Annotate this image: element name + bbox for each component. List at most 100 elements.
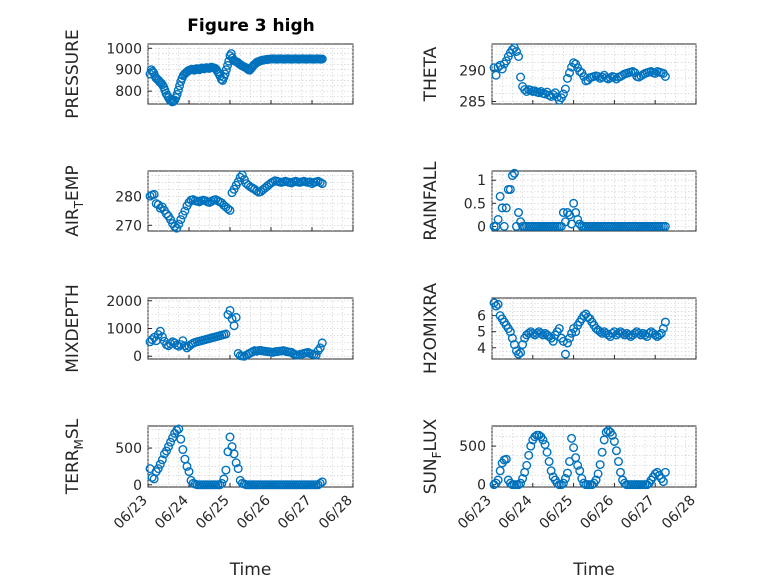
data-point-sun-flux bbox=[493, 475, 503, 485]
subplot-theta: 285 290 THETA bbox=[421, 43, 697, 111]
x-tick-label: 06/27 bbox=[275, 493, 315, 533]
data-point-mixdepth bbox=[311, 350, 321, 360]
data-point-mixdepth bbox=[231, 312, 241, 322]
subplot-h2omixra: 456 H2OMIXRA bbox=[421, 283, 697, 374]
data-point-rainfall bbox=[558, 208, 568, 218]
data-point-terr-msl bbox=[166, 437, 176, 447]
data-point-terr-msl bbox=[184, 467, 194, 477]
data-point-rainfall bbox=[560, 217, 570, 227]
data-point-h2omixra bbox=[560, 349, 570, 359]
data-point-pressure bbox=[220, 69, 230, 79]
data-point-pressure bbox=[223, 60, 233, 70]
data-point-terr-msl bbox=[155, 459, 165, 469]
data-point-rainfall bbox=[569, 198, 579, 208]
data-point-theta bbox=[560, 84, 570, 94]
y-tick-label: 290 bbox=[459, 63, 486, 79]
data-point-rainfall bbox=[565, 210, 575, 220]
data-point-h2omixra bbox=[516, 348, 526, 358]
x-tick-label: 06/23 bbox=[455, 493, 495, 533]
data-point-sun-flux bbox=[658, 477, 668, 487]
data-point-h2omixra bbox=[554, 324, 564, 334]
data-point-pressure bbox=[173, 85, 183, 95]
data-point-sun-flux bbox=[579, 478, 589, 488]
data-point-sun-flux bbox=[524, 450, 534, 460]
y-tick-label: 500 bbox=[115, 441, 142, 457]
data-point-sun-flux bbox=[573, 460, 583, 470]
data-point-mixdepth bbox=[166, 339, 176, 349]
data-point-mixdepth bbox=[180, 341, 190, 351]
y-axis-label-pressure: PRESSURE bbox=[63, 29, 83, 118]
data-point-theta bbox=[491, 70, 501, 80]
data-point-mixdepth bbox=[157, 332, 167, 342]
y-tick-label: 0 bbox=[133, 478, 142, 494]
y-tick-label: 500 bbox=[459, 439, 486, 455]
data-point-theta bbox=[526, 85, 536, 95]
x-tick-label: 06/24 bbox=[152, 492, 192, 532]
data-point-terr-msl bbox=[182, 461, 192, 471]
x-tick-label: 06/25 bbox=[193, 493, 233, 533]
data-point-h2omixra bbox=[656, 328, 666, 338]
y-tick-label: 1000 bbox=[106, 322, 142, 338]
data-point-sun-flux bbox=[562, 468, 572, 478]
y-axis-label-h2omixra: H2OMIXRA bbox=[421, 283, 441, 374]
x-tick-label: 06/23 bbox=[111, 493, 151, 533]
data-point-mixdepth bbox=[315, 343, 325, 353]
y-tick-label: 900 bbox=[115, 63, 142, 79]
data-point-rainfall bbox=[497, 203, 507, 213]
data-point-terr-msl bbox=[176, 434, 186, 444]
y-axis-label-air-temp: AIRTEMP bbox=[63, 165, 86, 236]
data-point-pressure bbox=[148, 66, 158, 76]
y-axis-label-sun-flux: SUNFLUX bbox=[421, 418, 444, 494]
x-axis-label-terr-msl: Time bbox=[229, 560, 272, 580]
data-point-pressure bbox=[172, 89, 182, 99]
data-point-sun-flux bbox=[526, 441, 536, 451]
data-point-air-temp bbox=[180, 206, 190, 216]
y-tick-label: 0 bbox=[477, 219, 486, 235]
data-point-pressure bbox=[221, 65, 231, 75]
data-point-sun-flux bbox=[501, 454, 511, 464]
data-point-rainfall bbox=[660, 221, 670, 231]
data-point-theta bbox=[497, 64, 507, 74]
data-point-h2omixra bbox=[514, 349, 524, 359]
x-tick-label: 06/27 bbox=[618, 493, 658, 533]
data-point-sun-flux bbox=[544, 457, 554, 467]
data-point-sun-flux bbox=[577, 474, 587, 484]
data-point-theta bbox=[562, 73, 572, 83]
subplot-air-temp: 270 280 AIRTEMP bbox=[63, 165, 354, 237]
y-axis-label-terr-msl: TERRMSL bbox=[63, 418, 86, 495]
data-point-air-temp bbox=[161, 209, 171, 219]
data-point-terr-msl bbox=[315, 478, 325, 488]
data-point-terr-msl bbox=[174, 424, 184, 434]
data-point-terr-msl bbox=[215, 480, 225, 490]
data-point-h2omixra bbox=[618, 328, 628, 338]
data-point-sun-flux bbox=[538, 435, 548, 445]
data-point-sun-flux bbox=[514, 480, 524, 490]
y-axis-label-mixdepth: MIXDEPTH bbox=[63, 284, 83, 373]
data-point-h2omixra bbox=[597, 328, 607, 338]
y-tick-label: 0.5 bbox=[464, 196, 486, 212]
data-point-air-temp bbox=[237, 170, 247, 180]
x-axis-label-sun-flux: Time bbox=[572, 560, 615, 580]
data-point-rainfall bbox=[501, 203, 511, 213]
data-point-terr-msl bbox=[217, 478, 227, 488]
data-point-mixdepth bbox=[155, 326, 165, 336]
data-point-sun-flux bbox=[546, 466, 556, 476]
data-point-sun-flux bbox=[556, 480, 566, 490]
subplot-mixdepth: 0 1000 2000 MIXDEPTH bbox=[63, 284, 354, 373]
data-point-sun-flux bbox=[609, 436, 619, 446]
data-point-theta bbox=[593, 71, 603, 81]
data-point-h2omixra bbox=[636, 330, 646, 340]
y-tick-label: 5 bbox=[477, 325, 486, 341]
data-point-theta bbox=[530, 86, 540, 96]
data-point-sun-flux bbox=[567, 433, 577, 443]
data-point-mixdepth bbox=[317, 338, 327, 348]
data-point-sun-flux bbox=[565, 457, 575, 467]
x-tick-label: 06/28 bbox=[316, 493, 356, 533]
data-point-sun-flux bbox=[569, 443, 579, 453]
data-point-terr-msl bbox=[233, 464, 243, 474]
data-point-h2omixra bbox=[538, 330, 548, 340]
data-point-terr-msl bbox=[178, 445, 188, 455]
data-point-sun-flux bbox=[516, 478, 526, 488]
data-point-terr-msl bbox=[153, 464, 163, 474]
